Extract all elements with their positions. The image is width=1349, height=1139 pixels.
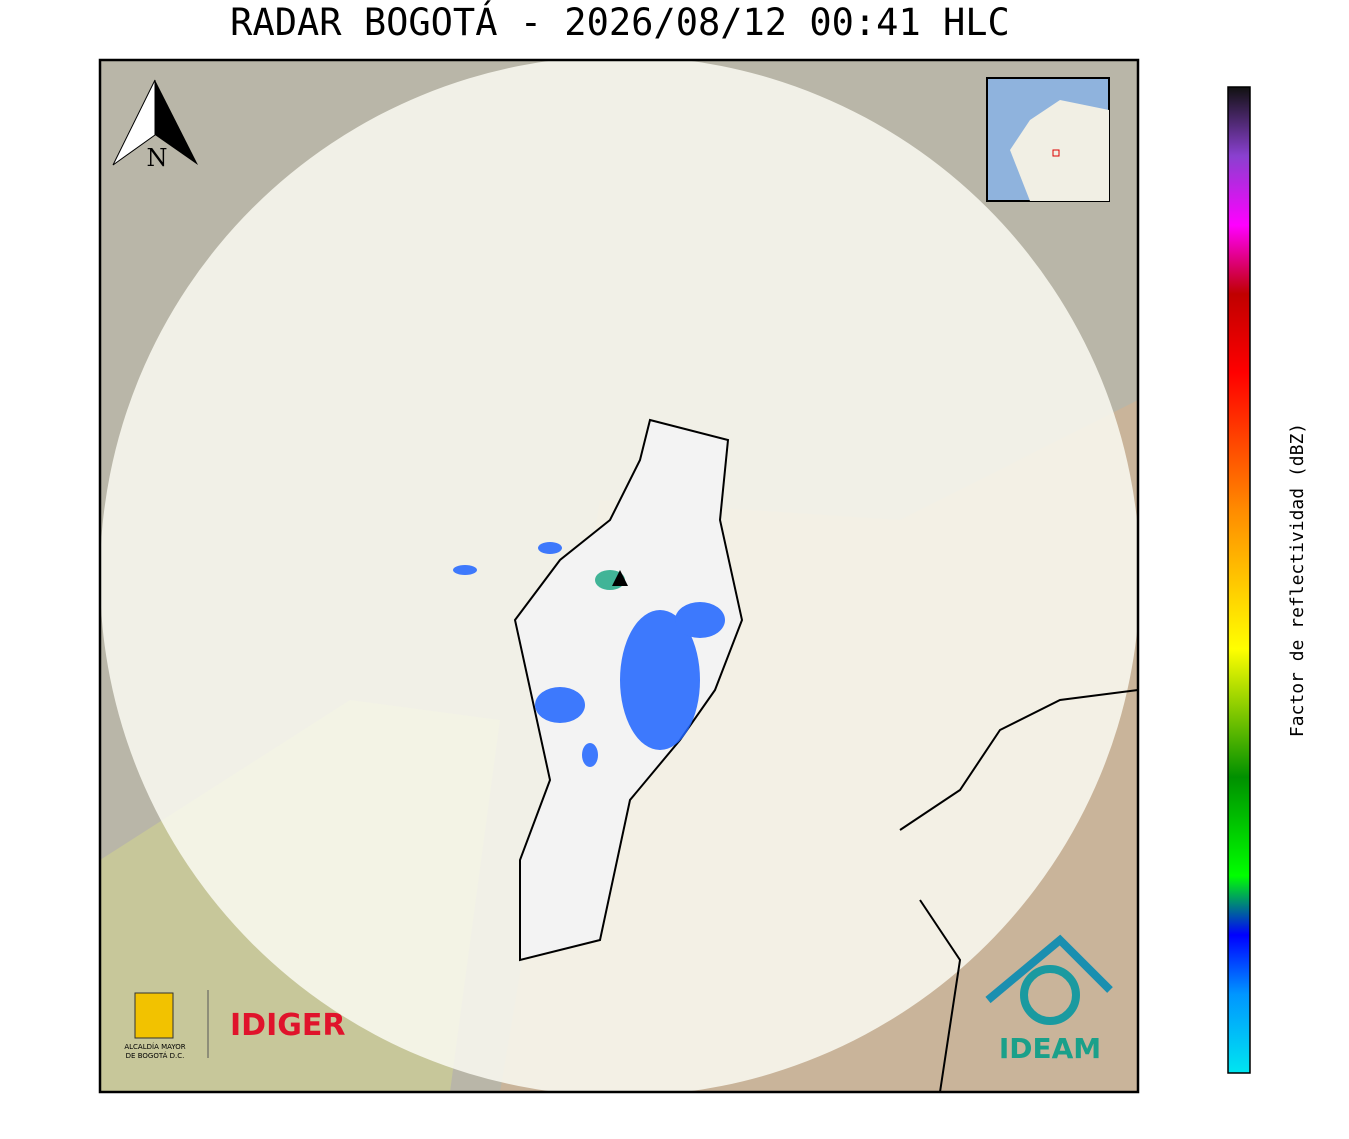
- colorbar-label: Factor de reflectividad (dBZ): [1287, 423, 1308, 737]
- north-arrow: [155, 80, 198, 165]
- map-frame: [98, 58, 1140, 1094]
- colorbar: [1227, 86, 1251, 1074]
- logo-text: DE BOGOTÁ D.C.: [126, 1051, 185, 1060]
- map: N ALCALDÍA MAYOR DE BOGOTÁ D.C. IDIGER I…: [100, 60, 1138, 1092]
- radar-echoes: [453, 542, 725, 767]
- ideam-logo-swirl: [1020, 965, 1080, 1025]
- radar-site: [612, 570, 628, 586]
- logo-text: ALCALDÍA MAYOR: [124, 1042, 185, 1051]
- bogota-logo: [134, 992, 174, 1039]
- idiger-logo: IDIGER: [230, 1008, 345, 1043]
- ideam-logo-roof: [985, 934, 1113, 1004]
- north-label: N: [147, 144, 168, 172]
- title: RADAR BOGOTÁ - 2026/08/12 00:41 HLC: [230, 0, 1010, 44]
- ideam-logo: IDEAM: [999, 1032, 1101, 1065]
- border: [899, 689, 1138, 1092]
- inset-marker: [1052, 149, 1060, 157]
